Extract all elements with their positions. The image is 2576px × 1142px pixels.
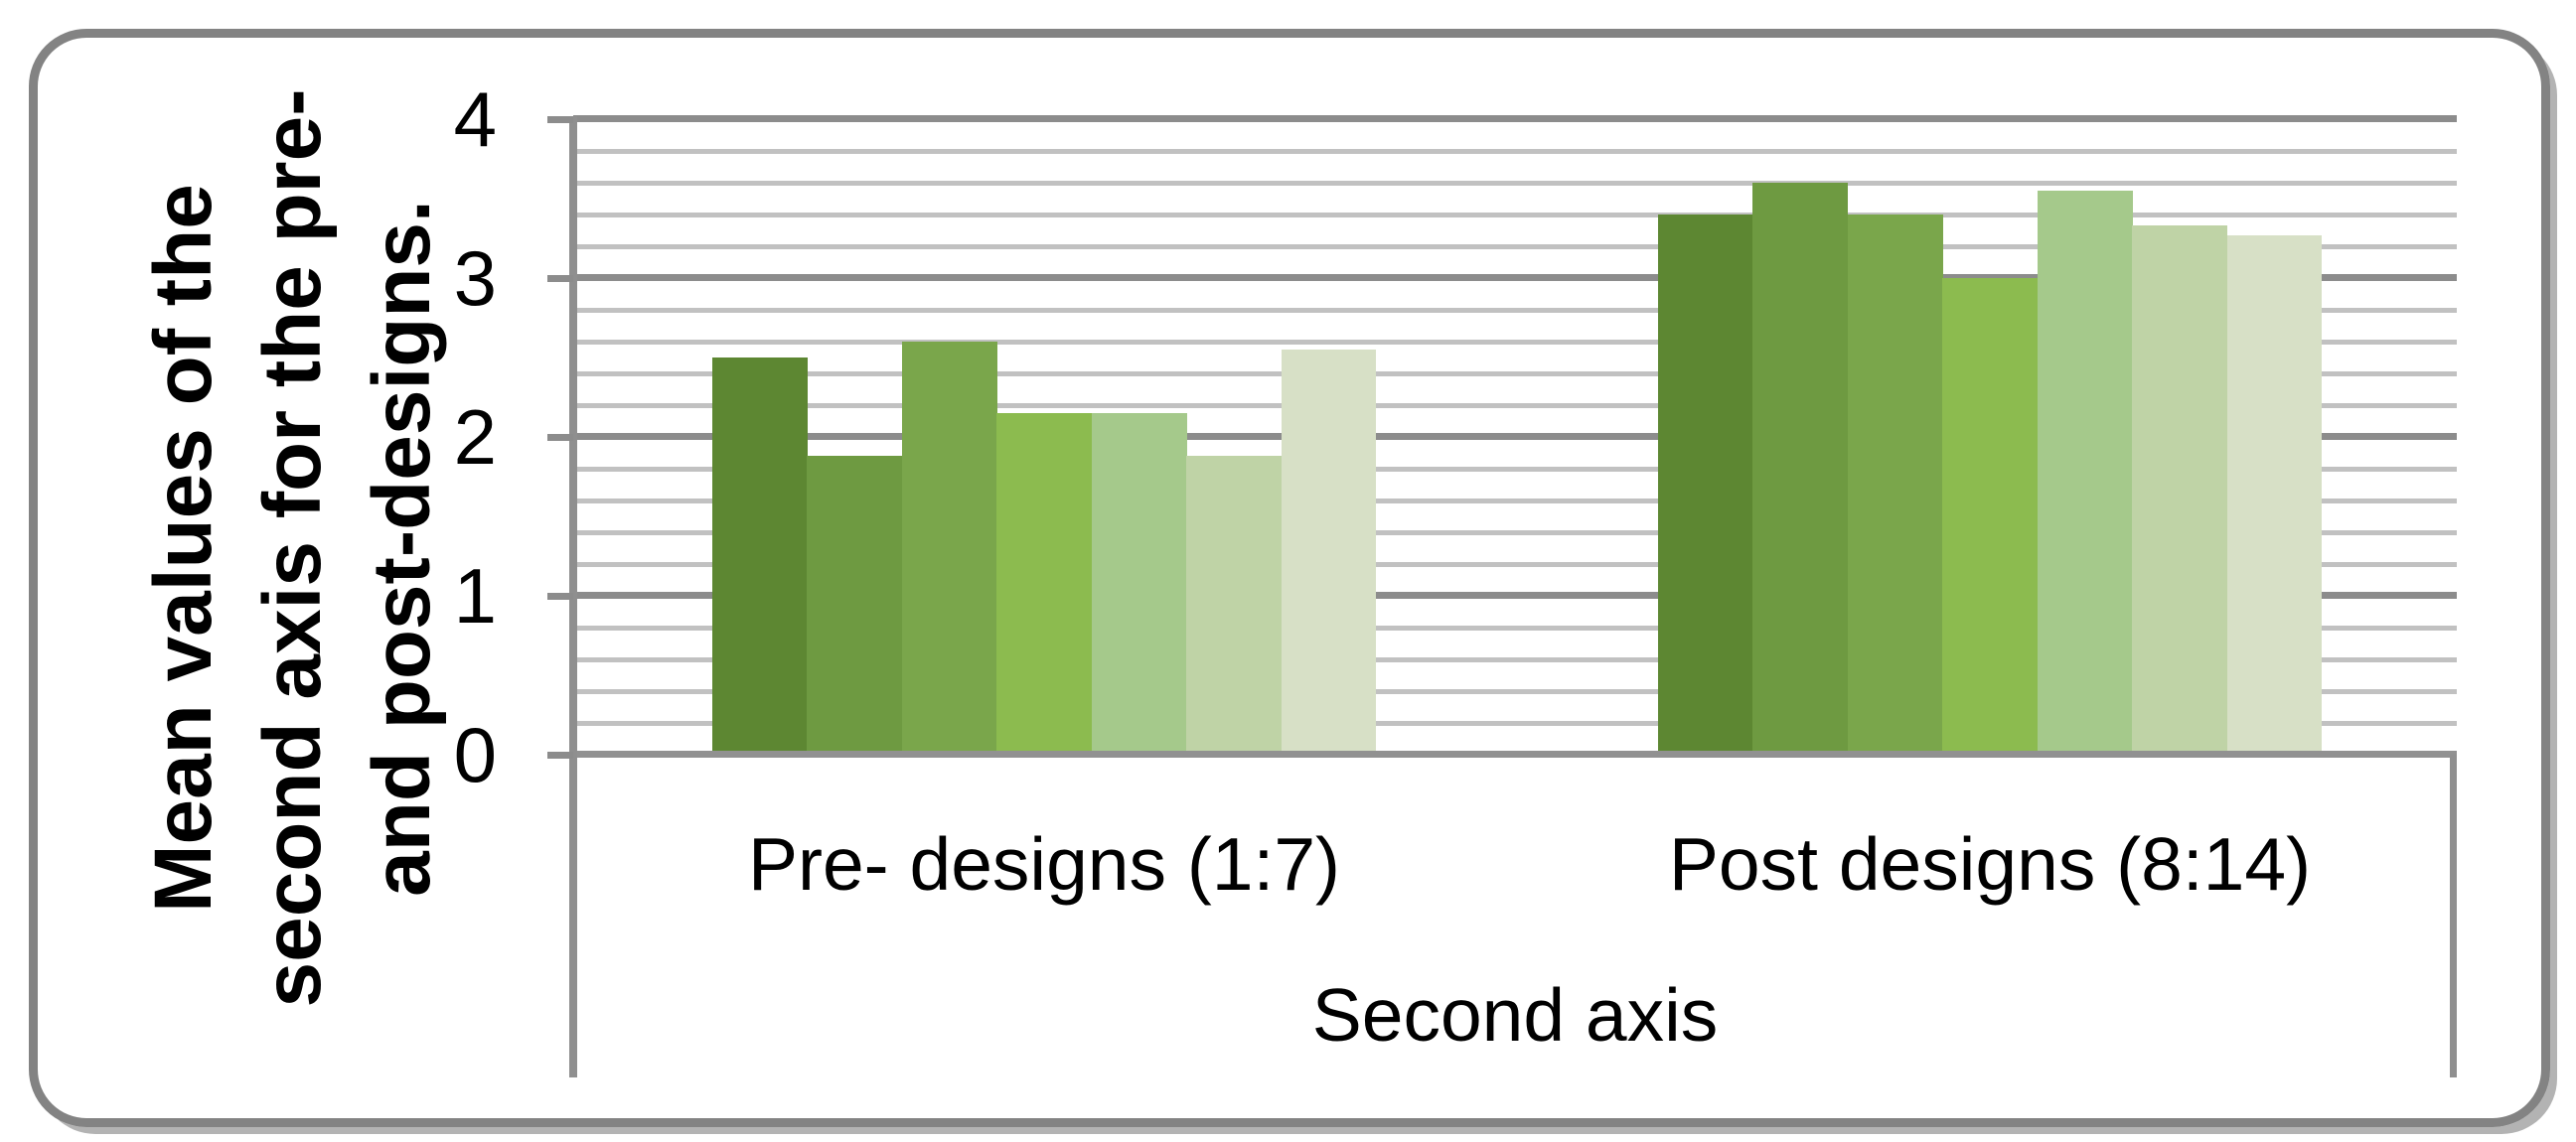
bar-group (712, 119, 1377, 755)
plot-area (573, 115, 2457, 758)
minor-gridline (573, 308, 2457, 313)
x-axis-line (573, 751, 2457, 758)
bar (807, 456, 903, 755)
minor-gridline (573, 499, 2457, 503)
minor-gridline (573, 244, 2457, 249)
minor-gridline (573, 149, 2457, 154)
y-axis-line (569, 116, 577, 1077)
bar (2132, 225, 2228, 755)
minor-gridline (573, 403, 2457, 408)
bar (1942, 278, 2039, 755)
minor-gridline (573, 689, 2457, 694)
minor-gridline (573, 530, 2457, 535)
y-axis-tick (547, 752, 573, 759)
major-gridline (573, 592, 2457, 599)
bar-group (1658, 119, 2323, 755)
minor-gridline (573, 213, 2457, 217)
minor-gridline (573, 721, 2457, 726)
major-gridline (573, 274, 2457, 281)
bar (1281, 350, 1377, 755)
chart-frame (29, 29, 2550, 1127)
bar (1847, 214, 1943, 755)
bar (996, 413, 1093, 755)
y-axis-tick-label: 1 (453, 552, 497, 640)
bar (2226, 234, 2323, 755)
y-axis-tick-label: 3 (453, 234, 497, 322)
bar (1752, 183, 1849, 755)
y-axis-tick (547, 116, 573, 123)
y-axis-title-line-1: Mean values of the (138, 184, 228, 913)
category-axis-right-boundary (2450, 755, 2457, 1077)
y-axis-tick-label: 2 (453, 393, 497, 481)
bar (712, 357, 808, 755)
bar (1186, 456, 1283, 755)
category-label-pre: Pre- designs (1:7) (747, 822, 1341, 906)
x-axis-title: Second axis (1311, 973, 1719, 1057)
minor-gridline (573, 626, 2457, 631)
bar (901, 342, 997, 755)
minor-gridline (573, 467, 2457, 472)
minor-gridline (573, 371, 2457, 376)
bar (1091, 413, 1187, 755)
minor-gridline (573, 340, 2457, 345)
bar (2037, 191, 2133, 755)
bar (1658, 214, 1753, 755)
y-axis-tick (547, 593, 573, 600)
y-axis-tick (547, 275, 573, 282)
major-gridline (573, 433, 2457, 440)
category-label-post: Post designs (8:14) (1668, 822, 2312, 906)
major-gridline (573, 115, 2457, 122)
y-axis-tick-label: 4 (453, 75, 497, 163)
minor-gridline (573, 562, 2457, 567)
minor-gridline (573, 181, 2457, 186)
y-axis-tick-label: 0 (453, 711, 497, 798)
y-axis-title-line-2: second axis for the pre- (247, 88, 338, 1008)
minor-gridline (573, 657, 2457, 662)
y-axis-tick (547, 434, 573, 441)
